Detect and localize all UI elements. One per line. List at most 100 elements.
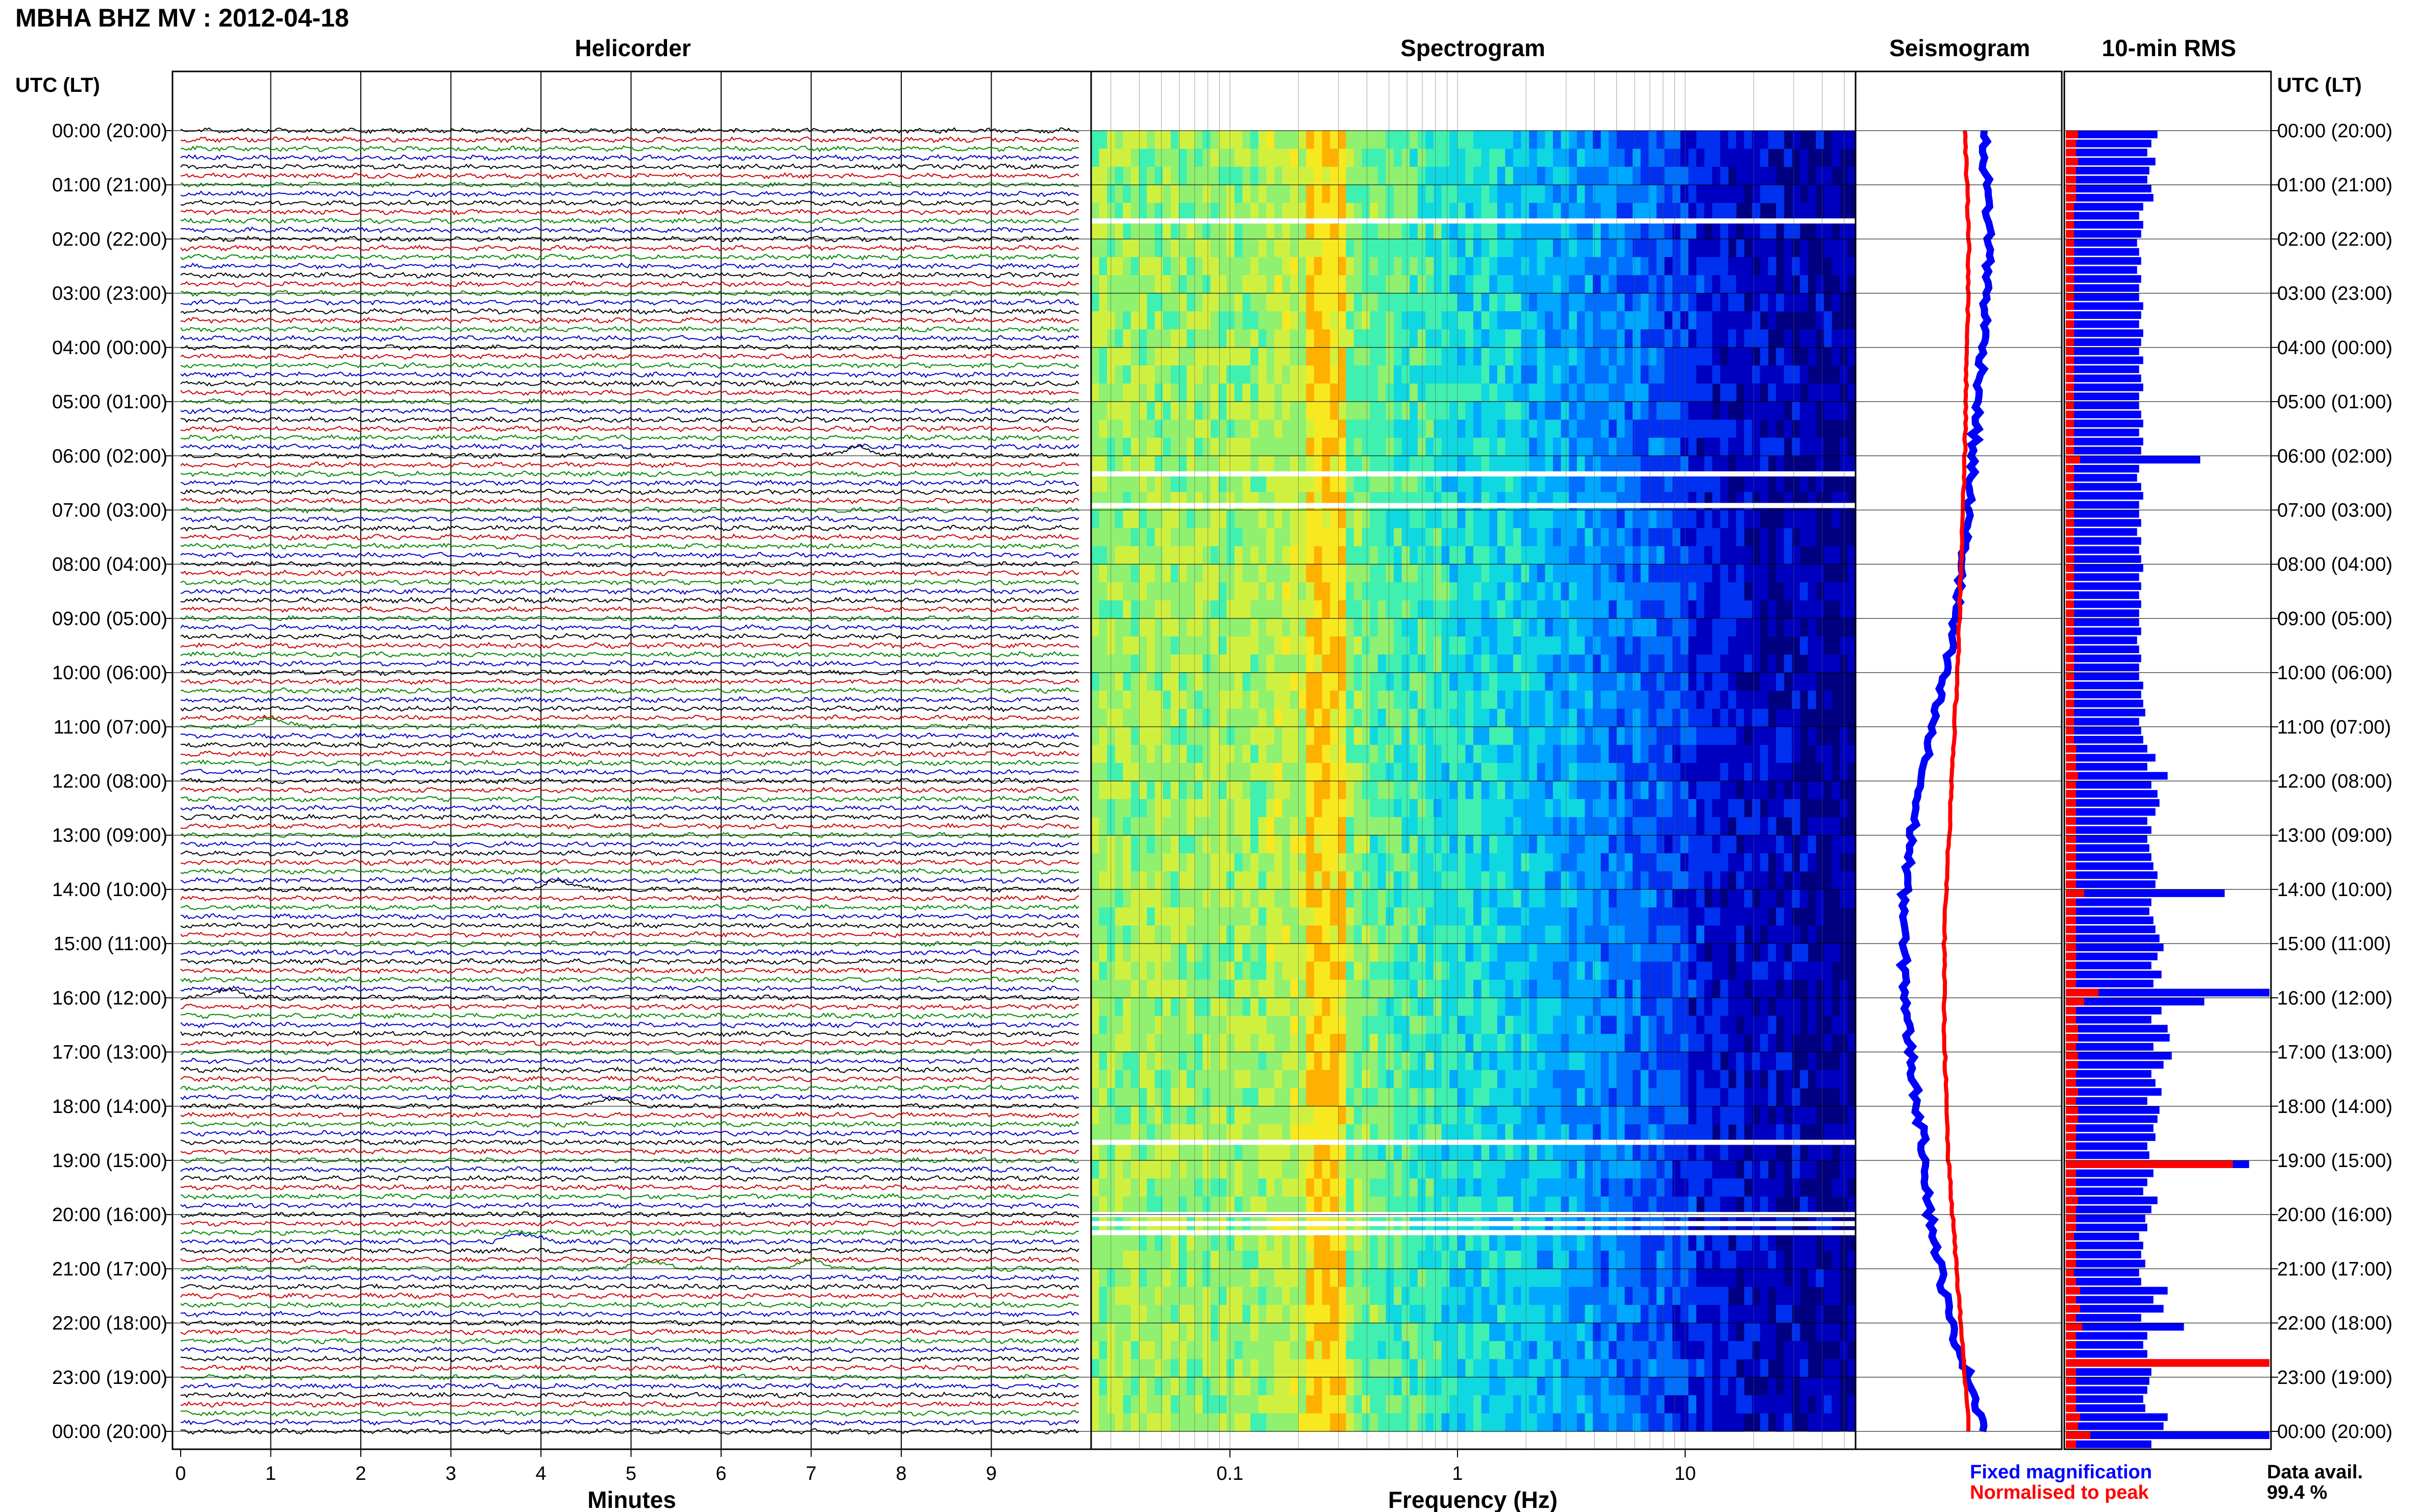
spectrogram-cell: [1712, 474, 1721, 492]
spectrogram-cell: [1640, 979, 1649, 998]
spectrogram-cell: [1720, 745, 1729, 763]
spectrogram-cell: [1792, 889, 1800, 908]
spectrogram-cell: [1290, 347, 1299, 366]
spectrogram-cell: [1353, 1015, 1363, 1034]
spectrogram-cell: [1553, 148, 1562, 167]
spectrogram-cell: [1473, 221, 1482, 239]
spectrogram-cell: [1624, 148, 1633, 167]
spectrogram-cell: [1147, 618, 1155, 637]
spectrogram-cell: [1616, 690, 1625, 709]
spectrogram-cell: [1218, 690, 1227, 709]
spectrogram-cell: [1505, 257, 1514, 276]
spectrogram-cell: [1839, 402, 1848, 420]
spectrogram-cell: [1728, 1052, 1737, 1071]
spectrogram-cell: [1346, 618, 1354, 637]
spectrogram-cell: [1242, 239, 1251, 258]
spectrogram-cell: [1449, 1015, 1458, 1034]
spectrogram-cell: [1688, 564, 1697, 583]
spectrogram-cell: [1346, 979, 1354, 998]
spectrogram-cell: [1187, 673, 1195, 691]
spectrogram-cell: [1250, 474, 1259, 492]
spectrogram-cell: [1545, 1070, 1553, 1088]
spectrogram-cell: [1545, 799, 1553, 817]
spectrogram-cell: [1330, 853, 1339, 872]
spectrogram-cell: [1330, 799, 1339, 817]
spectrogram-cell: [1091, 148, 1100, 167]
spectrogram-cell: [1091, 383, 1100, 402]
spectrogram-cell: [1561, 510, 1569, 529]
spectrogram-cell: [1481, 1015, 1490, 1034]
spectrogram-cell: [1338, 239, 1346, 258]
spectrogram-cell: [1808, 998, 1816, 1017]
spectrogram-cell: [1704, 979, 1713, 998]
spectrogram-cell: [1274, 166, 1283, 185]
spectrogram-cell: [1616, 148, 1625, 167]
spectrogram-cell: [1163, 1015, 1171, 1034]
spectrogram-cell: [1585, 817, 1593, 836]
spectrogram-cell: [1298, 437, 1306, 456]
spectrogram-cell: [1178, 979, 1187, 998]
spectrogram-cell: [1465, 510, 1474, 529]
spectrogram-cell: [1640, 383, 1649, 402]
spectrogram-cell: [1449, 1088, 1458, 1107]
spectrogram-cell: [1131, 437, 1140, 456]
spectrogram-cell: [1250, 853, 1259, 872]
spectrogram-cell: [1744, 944, 1752, 962]
spectrogram-cell: [1171, 546, 1179, 565]
spectrogram-cell: [1537, 1034, 1545, 1053]
spectrogram-cell: [1832, 582, 1840, 601]
spectrogram-cell: [1211, 871, 1219, 890]
spectrogram-cell: [1473, 799, 1482, 817]
spectrogram-cell: [1744, 1015, 1752, 1034]
spectrogram-cell: [1410, 799, 1418, 817]
spectrogram-cell: [1481, 365, 1490, 384]
helicorder-trace: [180, 281, 1079, 288]
spectrogram-cell: [1211, 781, 1219, 800]
spectrogram-cell: [1792, 871, 1800, 890]
spectrogram-cell: [1648, 673, 1657, 691]
spectrogram-cell: [1569, 365, 1577, 384]
spectrogram-cell: [1274, 781, 1283, 800]
spectrogram-cell: [1194, 131, 1203, 149]
spectrogram-cell: [1656, 275, 1665, 294]
spectrogram-cell: [1465, 257, 1474, 276]
spectrogram-cell: [1489, 275, 1498, 294]
spectrogram-cell: [1744, 365, 1752, 384]
spectrogram-cell: [1171, 148, 1179, 167]
spectrogram-cell: [1664, 708, 1673, 727]
helicorder-trace: [180, 127, 1079, 134]
spectrogram-cell: [1561, 239, 1569, 258]
spectrogram-cell: [1600, 239, 1609, 258]
spectrogram-cell: [1266, 437, 1275, 456]
spectrogram-cell: [1616, 1052, 1625, 1071]
spectrogram-cell: [1250, 166, 1259, 185]
spectrogram-cell: [1306, 853, 1315, 872]
spectrogram-cell: [1513, 998, 1522, 1017]
spectrogram-cell: [1784, 221, 1792, 239]
spectrogram-cell: [1712, 293, 1721, 312]
spectrogram-cell: [1226, 528, 1235, 547]
spectrogram-cell: [1696, 600, 1705, 619]
spectrogram-cell: [1314, 311, 1323, 330]
spectrogram-cell: [1457, 853, 1466, 872]
spectrogram-cell: [1218, 1052, 1227, 1071]
spectrogram-cell: [1099, 1034, 1107, 1053]
spectrogram-cell: [1784, 925, 1792, 944]
spectrogram-cell: [1473, 419, 1482, 438]
spectrogram-cell: [1505, 148, 1514, 167]
spectrogram-cell: [1147, 600, 1155, 619]
spectrogram-cell: [1330, 998, 1339, 1017]
spectrogram-cell: [1441, 564, 1450, 583]
spectrogram-cell: [1473, 582, 1482, 601]
spectrogram-cell: [1497, 1088, 1505, 1107]
spectrogram-cell: [1537, 437, 1545, 456]
spectrogram-cell: [1449, 347, 1458, 366]
spectrogram-cell: [1258, 690, 1267, 709]
spectrogram-cell: [1760, 365, 1768, 384]
spectrogram-cell: [1744, 148, 1752, 167]
spectrogram-cell: [1497, 817, 1505, 836]
spectrogram-cell: [1163, 673, 1171, 691]
spectrogram-cell: [1576, 402, 1586, 420]
spectrogram-cell: [1497, 148, 1505, 167]
spectrogram-cell: [1600, 600, 1609, 619]
